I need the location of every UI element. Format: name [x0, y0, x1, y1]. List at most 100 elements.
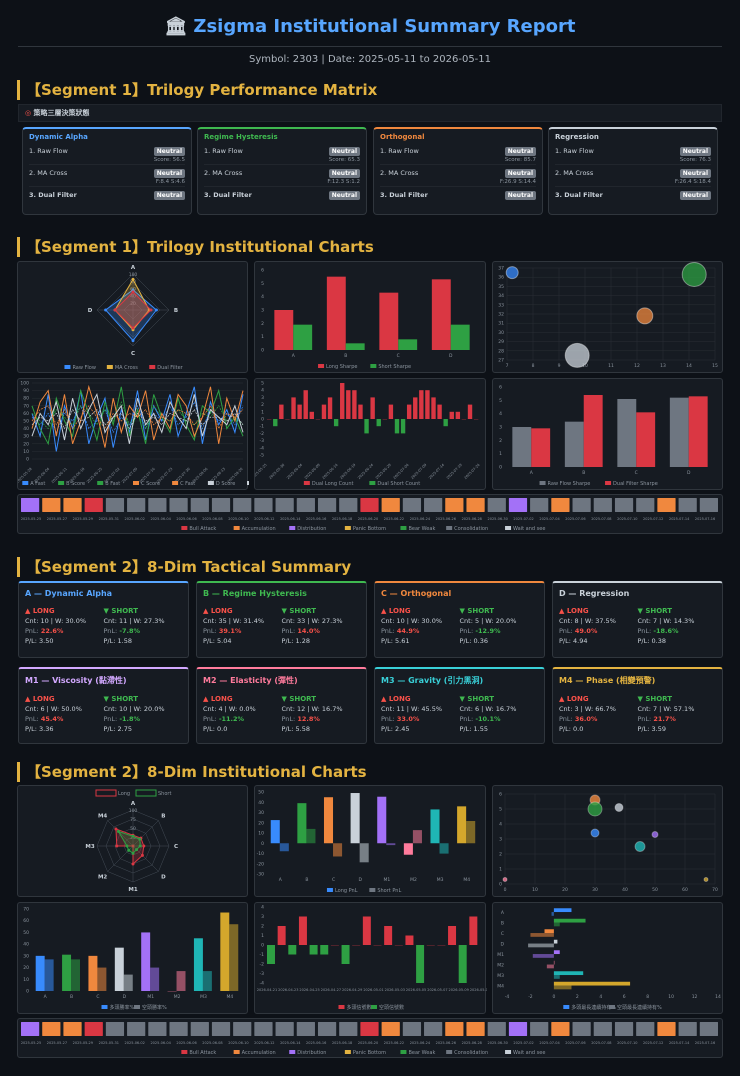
radar-point [131, 277, 135, 281]
regime-cell [42, 1022, 61, 1036]
regime-cell [148, 1022, 167, 1036]
long-column: ▲ LONG Cnt: 35 | W: 31.4% PnL: 39.1% P/L: 5… [203, 606, 282, 646]
x-tick-label: 2025-06-06 [176, 517, 196, 521]
y-tick-label: 1 [499, 451, 502, 457]
bar-winrate [202, 971, 212, 991]
pnl-value: PnL: -18.6% [638, 626, 717, 636]
hbar [544, 929, 554, 934]
bar-C-0 [379, 292, 399, 350]
legend-label: Wait and see [513, 1050, 545, 1056]
matrix-card: Dynamic Alpha 1. Raw Flow Neutral Score: 56… [22, 127, 192, 215]
count-winrate: Cnt: 7 | W: 14.3% [637, 617, 695, 625]
regime-cell [84, 1022, 103, 1036]
x-tick-label: 6 [623, 994, 626, 1000]
regime-cell [424, 1022, 443, 1036]
radar-point [131, 862, 135, 866]
legend-label: Bull Attack [189, 1050, 216, 1056]
y-tick-label: 50 [258, 790, 264, 796]
chart-pnl-bar: -30 -20 -10 0 10 20 30 40 50 A B C D M1 M2 M3 M4 Long PnL… [254, 785, 486, 897]
legend-label: B Fast [105, 481, 120, 487]
legend-label: Long PnL [335, 888, 358, 894]
x-tick-label: 2 [576, 994, 579, 1000]
bar-pnl [306, 828, 316, 844]
y-tick-label: B [501, 920, 504, 926]
tactical-columns: ▲ LONG Cnt: 10 | W: 30.0% PnL: 22.6% P/L: 3… [25, 606, 182, 646]
y-tick-label: 90 [23, 388, 29, 394]
pnl-label: PnL: [637, 627, 654, 635]
bar-signal [320, 945, 329, 955]
radar-axis-label: C [131, 351, 135, 357]
x-tick-label: 2025-05-27 [47, 517, 67, 521]
short-header: ▼ SHORT [281, 695, 317, 703]
x-tick-label: M4 [226, 994, 233, 1000]
bar-winrate [141, 932, 151, 991]
pnl-number: 44.9% [396, 627, 420, 635]
y-tick-label: 70 [23, 403, 29, 409]
y-tick-label: -2 [260, 431, 265, 437]
legend-swatch [563, 1005, 570, 1009]
x-tick-label: 2025-06-08 [202, 517, 222, 521]
y-tick-label: 2 [261, 321, 264, 327]
legend-label: 多頭勝率% [110, 1004, 135, 1011]
regime-cell [296, 1022, 315, 1036]
y-tick-label: 5 [261, 281, 264, 287]
x-tick-label: C [96, 994, 99, 1000]
tactical-columns: ▲ LONG Cnt: 4 | W: 0.0% PnL: -11.2% P/L: 0.… [203, 694, 360, 734]
tactical-card-title: M3 — Gravity (引力黑洞) [381, 676, 484, 685]
tactical-card-title: M1 — Viscosity (黏滯性) [25, 676, 127, 685]
bar-count [352, 390, 357, 419]
bar-count [309, 411, 314, 419]
legend-label: Consolidation [454, 526, 488, 532]
legend-swatch [247, 481, 253, 485]
x-tick-label: 2025-07-06 [565, 1041, 585, 1045]
regime-cell [127, 1022, 146, 1036]
matrix-row: 3. Dual Filter Neutral [204, 190, 360, 200]
y-tick-label: C [501, 931, 504, 937]
regime-cell [466, 498, 485, 512]
bar-pnl [403, 843, 413, 855]
matrix-row: 1. Raw Flow Neutral [204, 146, 360, 156]
regime-cell [487, 498, 506, 512]
legend-swatch [135, 789, 157, 797]
radar-point [131, 290, 135, 294]
line-series-6 [31, 392, 244, 444]
bar-pnl [359, 843, 369, 863]
pnl-value: PnL: 45.4% [25, 714, 104, 724]
regime-cell [317, 498, 337, 512]
regime-cell [339, 1022, 358, 1036]
y-tick-label: 32 [498, 312, 504, 318]
bar-winrate [229, 924, 239, 991]
matrix-row: 2. MA Cross Neutral [29, 168, 185, 178]
y-tick-label: -30 [257, 872, 264, 878]
x-tick-label: 12 [692, 994, 698, 1000]
legend-swatch [400, 526, 407, 530]
radar-axis-label: M2 [98, 874, 107, 880]
regime-cell [211, 1022, 231, 1036]
y-tick-label: 40 [258, 800, 264, 806]
legend-label: C Score [141, 481, 160, 487]
matrix-card: Orthogonal 1. Raw Flow Neutral Score: 85.7 2… [373, 127, 543, 215]
regime-cell [63, 1022, 82, 1036]
bar-count [413, 397, 418, 419]
y-tick-label: 10 [258, 831, 264, 837]
x-tick-label: A [279, 877, 283, 883]
status-badge: Neutral [328, 190, 360, 200]
tactical-card: M3 — Gravity (引力黑洞) ▲ LONG Cnt: 11 | W: 45… [374, 667, 545, 744]
matrix-row-sub: F:26.9 S:14.4 [380, 178, 536, 187]
regime-cell [127, 498, 146, 512]
x-tick-label: 2025-06-04 [150, 1041, 171, 1045]
matrix-row: 1. Raw Flow Neutral [29, 146, 185, 156]
long-header: ▲ LONG [559, 607, 589, 615]
x-tick-label: 2026-04-27 [321, 988, 341, 992]
legend-swatch [505, 1050, 512, 1054]
bar-winrate [220, 912, 230, 991]
bar-count [406, 404, 412, 419]
matrix-row-sub: Score: 56.5 [29, 156, 185, 165]
bar-signal [384, 926, 393, 945]
x-tick-label: 0 [552, 994, 555, 1000]
x-tick-label: 14 [715, 994, 721, 1000]
matrix-row-label: 1. Raw Flow [204, 147, 243, 155]
pnl-label: PnL: [381, 627, 397, 635]
pnl-value: PnL: -12.9% [460, 626, 539, 636]
legend-label: Dual Filter Sharpe [613, 481, 658, 487]
